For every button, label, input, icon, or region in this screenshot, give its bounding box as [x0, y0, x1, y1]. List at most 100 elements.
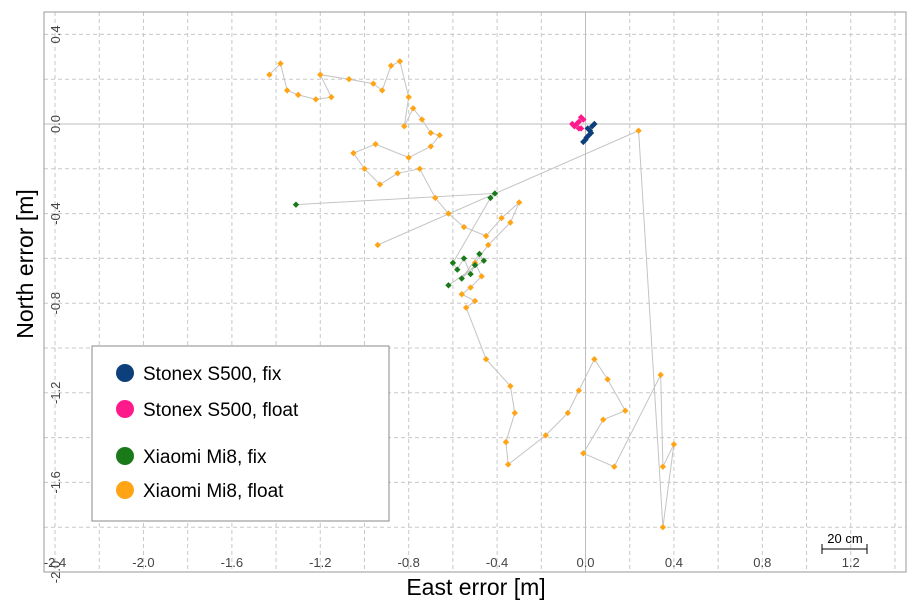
data-point: [445, 210, 452, 217]
legend: Stonex S500, fix Stonex S500, float Xiao…: [91, 345, 390, 522]
y-tick-label: -0.4: [48, 202, 63, 224]
data-point: [449, 259, 457, 267]
data-point: [462, 304, 470, 311]
data-point: [401, 123, 408, 130]
data-point: [485, 241, 492, 249]
data-point: [591, 120, 598, 128]
data-point: [659, 463, 667, 470]
data-point: [587, 129, 595, 137]
data-point: [482, 356, 490, 363]
data-point: [427, 129, 434, 137]
data-point: [507, 219, 514, 226]
data-point: [659, 524, 667, 531]
data-point: [283, 87, 291, 94]
data-point: [436, 132, 443, 139]
y-tick-label: -1.6: [48, 471, 63, 493]
data-point: [498, 214, 505, 222]
data-point: [580, 450, 587, 457]
data-point: [487, 194, 494, 202]
data-point: [409, 105, 417, 112]
data-point: [427, 143, 434, 150]
data-point: [583, 134, 590, 141]
x-tick-label: 0.0: [576, 555, 594, 570]
data-point: [467, 270, 474, 278]
data-point: [569, 120, 576, 128]
data-point: [511, 409, 518, 417]
legend-marker-stonex-fix: [116, 364, 134, 382]
data-point: [454, 266, 461, 273]
data-point: [432, 194, 439, 202]
data-point: [478, 273, 485, 280]
data-point: [312, 96, 320, 103]
data-point: [458, 275, 465, 282]
data-point: [374, 241, 381, 249]
data-point: [376, 181, 384, 188]
scale-bar: 20 cm: [821, 531, 868, 554]
data-point: [294, 91, 302, 99]
x-tick-label: 1.2: [842, 555, 860, 570]
x-tick-label: -1.2: [309, 555, 331, 570]
data-point: [328, 93, 335, 101]
data-point: [292, 201, 300, 208]
series-track-line: [269, 60, 675, 528]
x-axis-title: East error [m]: [406, 574, 545, 600]
data-point: [460, 255, 468, 262]
data-point: [416, 165, 423, 172]
data-point: [635, 127, 642, 134]
x-tick-label: -2.4: [44, 555, 66, 570]
data-point: [378, 87, 386, 94]
data-point: [584, 125, 591, 132]
data-point: [507, 382, 514, 390]
legend-marker-xiaomi-fix: [116, 447, 134, 465]
data-point: [277, 60, 284, 67]
data-point: [599, 416, 607, 423]
data-point: [575, 387, 583, 394]
legend-box: [91, 345, 390, 522]
data-point: [491, 190, 499, 197]
data-point: [372, 140, 379, 148]
x-tick-label: -0.8: [397, 555, 419, 570]
legend-marker-stonex-float: [116, 400, 134, 418]
data-points: [266, 58, 678, 531]
data-point: [445, 282, 452, 289]
data-point: [591, 356, 598, 363]
data-point: [580, 116, 587, 123]
data-point: [504, 461, 512, 468]
data-point: [317, 71, 324, 78]
data-point: [361, 165, 368, 172]
data-point: [622, 407, 629, 414]
data-point: [670, 441, 678, 448]
data-point: [467, 284, 474, 291]
data-point: [471, 297, 479, 305]
legend-label-xiaomi-fix: Xiaomi Mi8, fix: [143, 447, 267, 468]
data-point: [516, 199, 523, 206]
data-point: [396, 58, 404, 65]
x-tick-label: 0.4: [665, 555, 683, 570]
data-point: [577, 114, 585, 121]
legend-marker-xiaomi-float: [116, 481, 134, 499]
data-point: [266, 71, 273, 78]
data-point: [611, 463, 618, 470]
data-point: [480, 257, 488, 264]
data-point: [350, 149, 357, 157]
legend-label-stonex-fix: Stonex S500, fix: [143, 364, 282, 385]
data-point: [471, 261, 479, 269]
data-point: [575, 118, 583, 125]
x-tick-label: -1.6: [221, 555, 243, 570]
data-point: [394, 170, 401, 177]
legend-label-xiaomi-float: Xiaomi Mi8, float: [143, 481, 284, 502]
y-tick-label: 0.0: [48, 115, 63, 133]
data-point: [458, 291, 465, 298]
data-point: [604, 376, 611, 383]
y-tick-label: -1.2: [48, 382, 63, 404]
y-tick-label: 0.4: [48, 25, 63, 43]
data-point: [345, 76, 353, 83]
x-tick-label: -2.0: [132, 555, 154, 570]
tick-labels: -2.4 -2.0 -1.6 -1.2 -0.8 -0.4 0.0 0.4 0.8 1.2 0.4 0…: [44, 25, 860, 583]
data-point: [575, 125, 583, 132]
data-point: [405, 93, 412, 101]
data-point: [370, 80, 377, 87]
data-point: [580, 138, 587, 146]
legend-label-stonex-float: Stonex S500, float: [143, 400, 299, 421]
data-point: [542, 432, 549, 439]
